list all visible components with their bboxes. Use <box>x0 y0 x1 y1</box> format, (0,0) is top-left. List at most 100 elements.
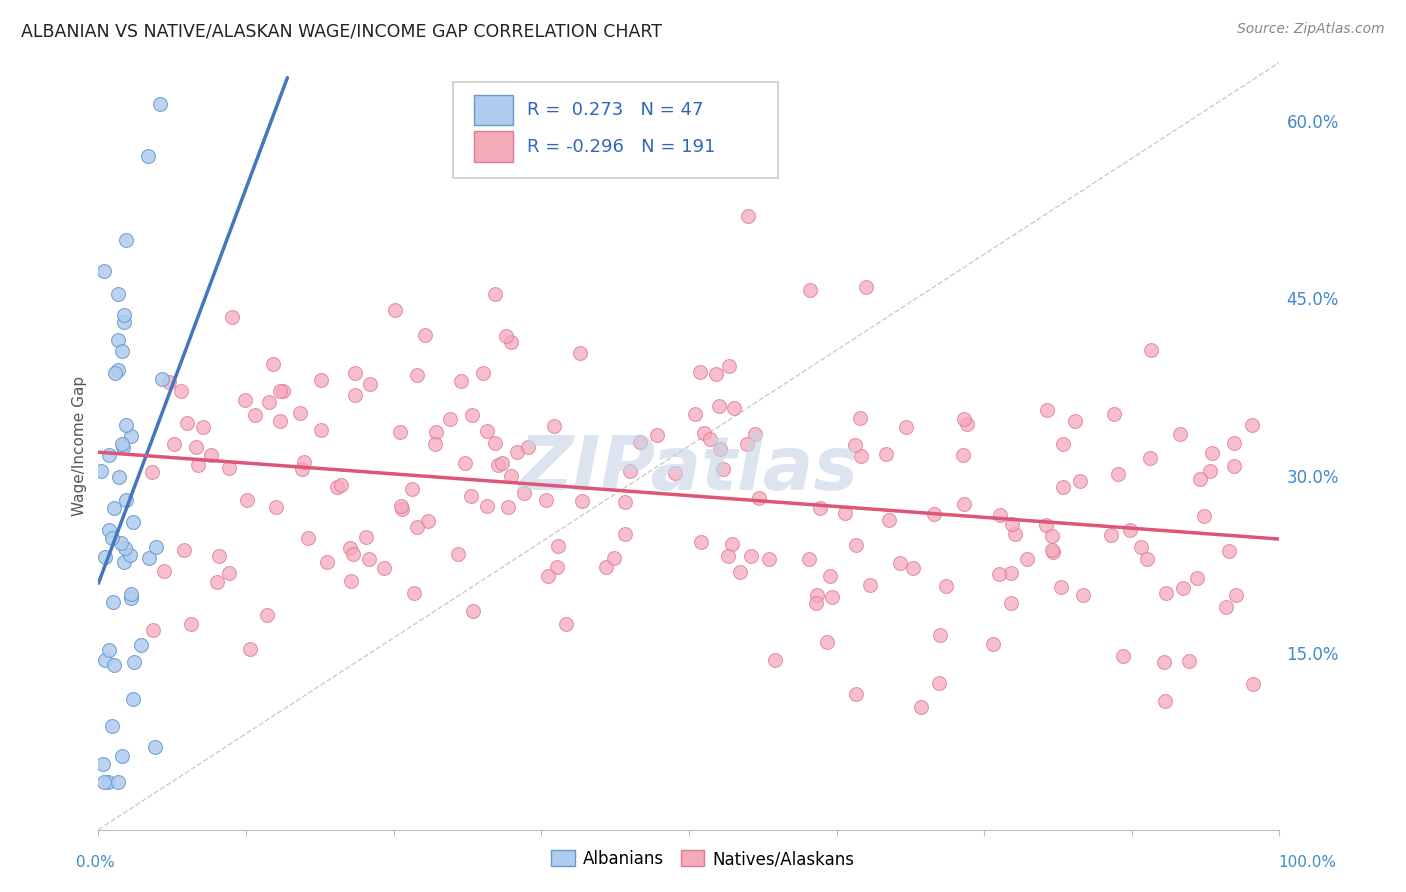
Legend: Albanians, Natives/Alaskans: Albanians, Natives/Alaskans <box>544 844 862 875</box>
Point <box>1015 552 1038 566</box>
Point <box>100 719 122 733</box>
Point <box>875 447 897 461</box>
Point <box>664 467 686 481</box>
Point <box>173 543 195 558</box>
Point <box>690 534 713 549</box>
Point <box>910 700 932 714</box>
Point <box>929 628 952 642</box>
Point <box>1199 464 1222 478</box>
Point <box>401 482 423 496</box>
Point <box>97 775 120 789</box>
Point <box>406 368 429 383</box>
Point <box>821 590 844 604</box>
Point <box>463 603 485 617</box>
Point <box>1069 474 1091 488</box>
Point <box>342 547 364 561</box>
Point <box>454 457 477 471</box>
Point <box>112 555 135 569</box>
Point <box>1185 572 1208 586</box>
Point <box>326 480 349 494</box>
Point <box>595 560 617 574</box>
Point <box>647 428 669 442</box>
FancyBboxPatch shape <box>453 81 778 178</box>
Point <box>928 676 950 690</box>
Point <box>506 444 529 458</box>
Point <box>205 574 228 589</box>
Point <box>170 384 193 399</box>
Point <box>721 536 744 550</box>
Point <box>1168 427 1191 442</box>
Point <box>208 549 231 563</box>
Point <box>271 384 294 398</box>
Point <box>425 425 447 439</box>
Point <box>357 551 380 566</box>
Point <box>218 461 240 475</box>
Point <box>513 485 536 500</box>
Point <box>221 310 243 325</box>
Point <box>111 343 134 358</box>
Point <box>1040 529 1063 543</box>
Point <box>1153 694 1175 708</box>
Point <box>384 302 406 317</box>
Point <box>477 500 499 514</box>
Point <box>797 552 820 566</box>
Point <box>1223 436 1246 450</box>
Point <box>103 501 125 516</box>
Text: R = -0.296   N = 191: R = -0.296 N = 191 <box>527 138 716 156</box>
Point <box>112 315 135 329</box>
Point <box>218 566 240 580</box>
Point <box>613 494 636 508</box>
Point <box>150 371 173 385</box>
Point <box>309 373 332 387</box>
Point <box>153 564 176 578</box>
Point <box>186 440 208 454</box>
Point <box>1225 588 1247 602</box>
Point <box>97 643 120 657</box>
Point <box>952 497 974 511</box>
Point <box>834 507 856 521</box>
Point <box>142 623 165 637</box>
Point <box>111 749 134 764</box>
Point <box>486 458 509 472</box>
Point <box>1036 403 1059 417</box>
Point <box>269 384 291 398</box>
Point <box>568 346 591 360</box>
Point <box>849 449 872 463</box>
Point <box>91 757 114 772</box>
Point <box>619 464 641 478</box>
Point <box>799 284 821 298</box>
Point <box>547 539 569 553</box>
Point <box>543 419 565 434</box>
Point <box>93 550 115 565</box>
Point <box>806 589 828 603</box>
Point <box>1052 480 1074 494</box>
Point <box>339 541 361 556</box>
Point <box>145 540 167 554</box>
Point <box>1001 516 1024 531</box>
Point <box>711 462 734 476</box>
Point <box>340 574 363 588</box>
Point <box>404 586 426 600</box>
Point <box>894 420 917 434</box>
Point <box>704 368 727 382</box>
Point <box>143 739 166 754</box>
Point <box>855 279 877 293</box>
Point <box>103 657 125 672</box>
Point <box>1139 451 1161 466</box>
Point <box>120 587 142 601</box>
Point <box>628 435 651 450</box>
Point <box>1035 518 1057 533</box>
Point <box>1064 414 1087 428</box>
Point <box>534 492 557 507</box>
Point <box>315 555 337 569</box>
Point <box>245 408 267 422</box>
Point <box>1040 542 1063 557</box>
Point <box>475 424 498 438</box>
Point <box>1201 446 1223 460</box>
Point <box>1000 596 1022 610</box>
Point <box>359 377 381 392</box>
Point <box>141 466 163 480</box>
Point <box>309 423 332 437</box>
Point <box>1153 655 1175 669</box>
Point <box>107 286 129 301</box>
